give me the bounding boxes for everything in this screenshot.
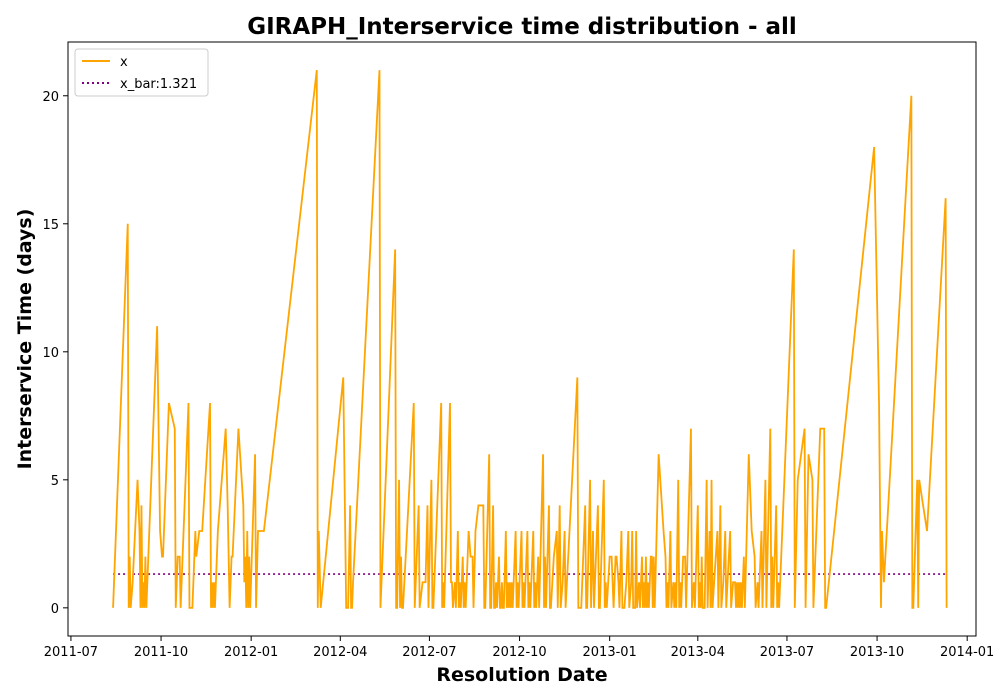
axis-ticks: 2011-07 2011-10 2012-01 2012-04 2012-07 2012-… [42,90,994,660]
y-tick-label: 0 [51,602,59,617]
x-axis-label: Resolution Date [436,664,607,686]
y-tick-label: 20 [42,90,59,105]
x-tick-label: 2012-04 [313,645,367,660]
x-tick-label: 2011-07 [44,645,98,660]
y-tick-label: 15 [42,218,59,233]
x-tick-label: 2012-07 [402,645,456,660]
y-axis-label: Interservice Time (days) [14,209,36,470]
x-tick-label: 2012-10 [492,645,546,660]
legend-label-x-bar: x_bar:1.321 [120,77,197,92]
plot-frame [67,41,977,637]
x-tick-label: 2013-10 [850,645,904,660]
y-tick-label: 10 [42,346,59,361]
legend-label-x: x [120,55,128,70]
chart-title: GIRAPH_Interservice time distribution - … [247,14,797,40]
plot-series [112,70,948,609]
x-tick-label: 2011-10 [134,645,188,660]
legend: x x_bar:1.321 [74,48,209,97]
series-line-x [112,70,948,609]
x-tick-label: 2013-07 [760,645,814,660]
x-tick-label: 2012-01 [224,645,278,660]
x-tick-label: 2013-04 [671,645,725,660]
x-tick-label: 2014-01 [940,645,994,660]
x-tick-label: 2013-01 [583,645,637,660]
y-tick-label: 5 [51,474,59,489]
